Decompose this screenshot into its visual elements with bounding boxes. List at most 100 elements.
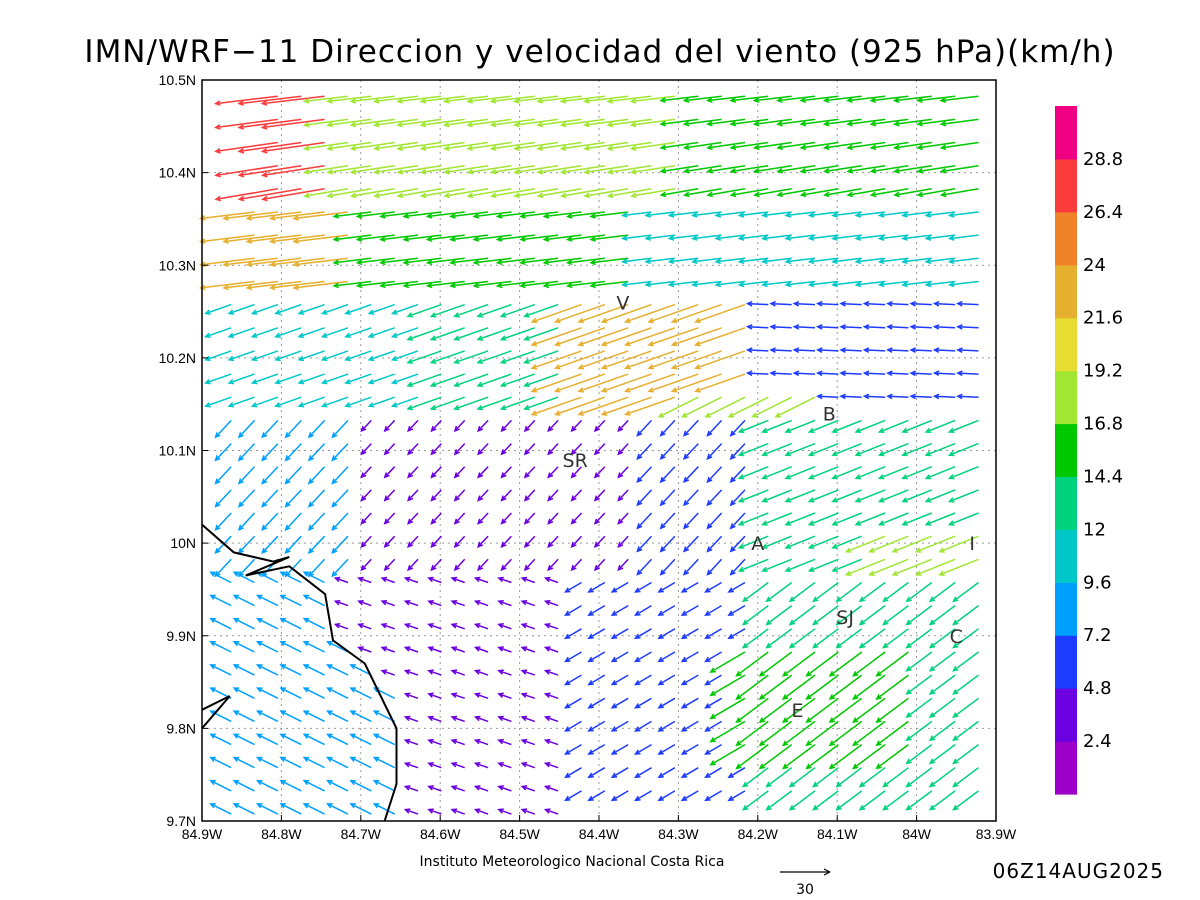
wind-arrow (928, 674, 956, 695)
wind-arrow (497, 785, 512, 792)
wind-arrow (380, 599, 395, 607)
wind-arrow (852, 674, 886, 700)
wind-arrow (928, 697, 956, 719)
wind-arrow (659, 141, 699, 151)
wind-arrow (667, 211, 699, 218)
wind-arrow (453, 558, 466, 572)
wind-arrow (729, 164, 769, 174)
wind-arrow (807, 466, 839, 480)
wind-arrow (891, 535, 933, 553)
wind-arrow (279, 594, 302, 607)
wind-arrow (938, 535, 979, 553)
y-tick-label: 10.4N (159, 165, 196, 181)
wind-arrow (407, 419, 419, 433)
wind-arrow (570, 512, 583, 525)
wind-arrow (706, 118, 746, 127)
wind-arrow (952, 581, 979, 603)
wind-arrow (255, 571, 279, 584)
wind-arrow (349, 95, 395, 104)
wind-arrow (620, 211, 652, 218)
wind-arrow (877, 466, 909, 480)
wind-arrow (419, 164, 465, 175)
wind-arrow (815, 300, 839, 307)
wind-arrow (694, 327, 746, 347)
wind-arrow (489, 95, 535, 104)
wind-arrow (523, 535, 536, 548)
wind-arrow (349, 164, 395, 175)
wind-arrow (320, 396, 349, 408)
wind-arrow (706, 512, 723, 530)
wind-arrow (593, 443, 606, 456)
wind-arrow (781, 720, 816, 747)
wind-arrow (706, 95, 746, 104)
wind-arrow (752, 188, 792, 198)
wind-arrow (442, 118, 489, 128)
wind-arrow (636, 443, 653, 460)
wind-arrow (543, 692, 559, 700)
wind-arrow (403, 785, 419, 792)
wind-arrow (232, 687, 255, 699)
wind-arrow (582, 95, 629, 104)
wind-arrow (536, 141, 582, 152)
wind-arrow (583, 188, 629, 199)
wind-arrow (587, 697, 606, 709)
wind-arrow (209, 641, 232, 653)
wind-arrow (956, 347, 979, 353)
wind-arrow (450, 808, 465, 815)
wind-arrow (729, 558, 746, 576)
wind-arrow (924, 211, 956, 218)
wind-arrow (232, 710, 255, 723)
wind-arrow (543, 576, 559, 584)
wind-arrow (227, 373, 255, 385)
wind-arrow (466, 118, 512, 128)
wind-arrow (893, 141, 932, 151)
wind-arrow (901, 257, 932, 265)
wind-arrow (570, 466, 583, 479)
wind-arrow (737, 466, 769, 480)
wind-arrow (909, 324, 932, 330)
wind-arrow (513, 188, 559, 199)
wind-arrow (261, 419, 279, 439)
wind-arrow (952, 628, 979, 649)
wind-arrow (761, 211, 792, 218)
wind-arrow (520, 762, 536, 769)
wind-arrow (636, 535, 653, 553)
wind-arrow (620, 257, 652, 265)
wind-arrow (489, 188, 535, 199)
wind-arrow (349, 118, 395, 128)
wind-arrow (647, 327, 699, 347)
wind-arrow (297, 350, 325, 362)
wind-arrow (706, 188, 746, 198)
wind-arrow (727, 790, 746, 802)
wind-arrow (564, 628, 582, 640)
x-tick-label: 84W (902, 826, 932, 842)
wind-arrow (261, 164, 325, 178)
wind-arrow (320, 327, 349, 339)
wind-arrow (807, 280, 839, 288)
wind-arrow (554, 396, 606, 416)
wind-arrow (331, 419, 349, 439)
wind-arrow (901, 211, 932, 218)
wind-arrow (466, 141, 512, 152)
wind-arrow (617, 512, 629, 525)
wind-arrow (499, 327, 536, 341)
wind-arrow (690, 280, 722, 288)
wind-arrow (331, 558, 349, 578)
wind-arrow (403, 762, 419, 769)
wind-arrow (237, 419, 256, 439)
timestamp-label: 06Z14AUG2025 (993, 859, 1164, 883)
wind-arrow (784, 280, 816, 288)
wind-arrow (497, 762, 512, 769)
wind-arrow (307, 466, 326, 485)
wind-arrow (657, 674, 676, 686)
wind-arrow (680, 604, 699, 616)
wind-arrow (617, 419, 629, 433)
wind-arrow (758, 651, 793, 677)
wind-arrow (729, 141, 769, 151)
wind-arrow (427, 785, 442, 792)
wind-arrow (714, 234, 746, 241)
wind-arrow (383, 512, 396, 525)
wind-arrow (473, 646, 489, 653)
wind-arrow (237, 558, 256, 578)
wind-arrow (644, 211, 675, 218)
